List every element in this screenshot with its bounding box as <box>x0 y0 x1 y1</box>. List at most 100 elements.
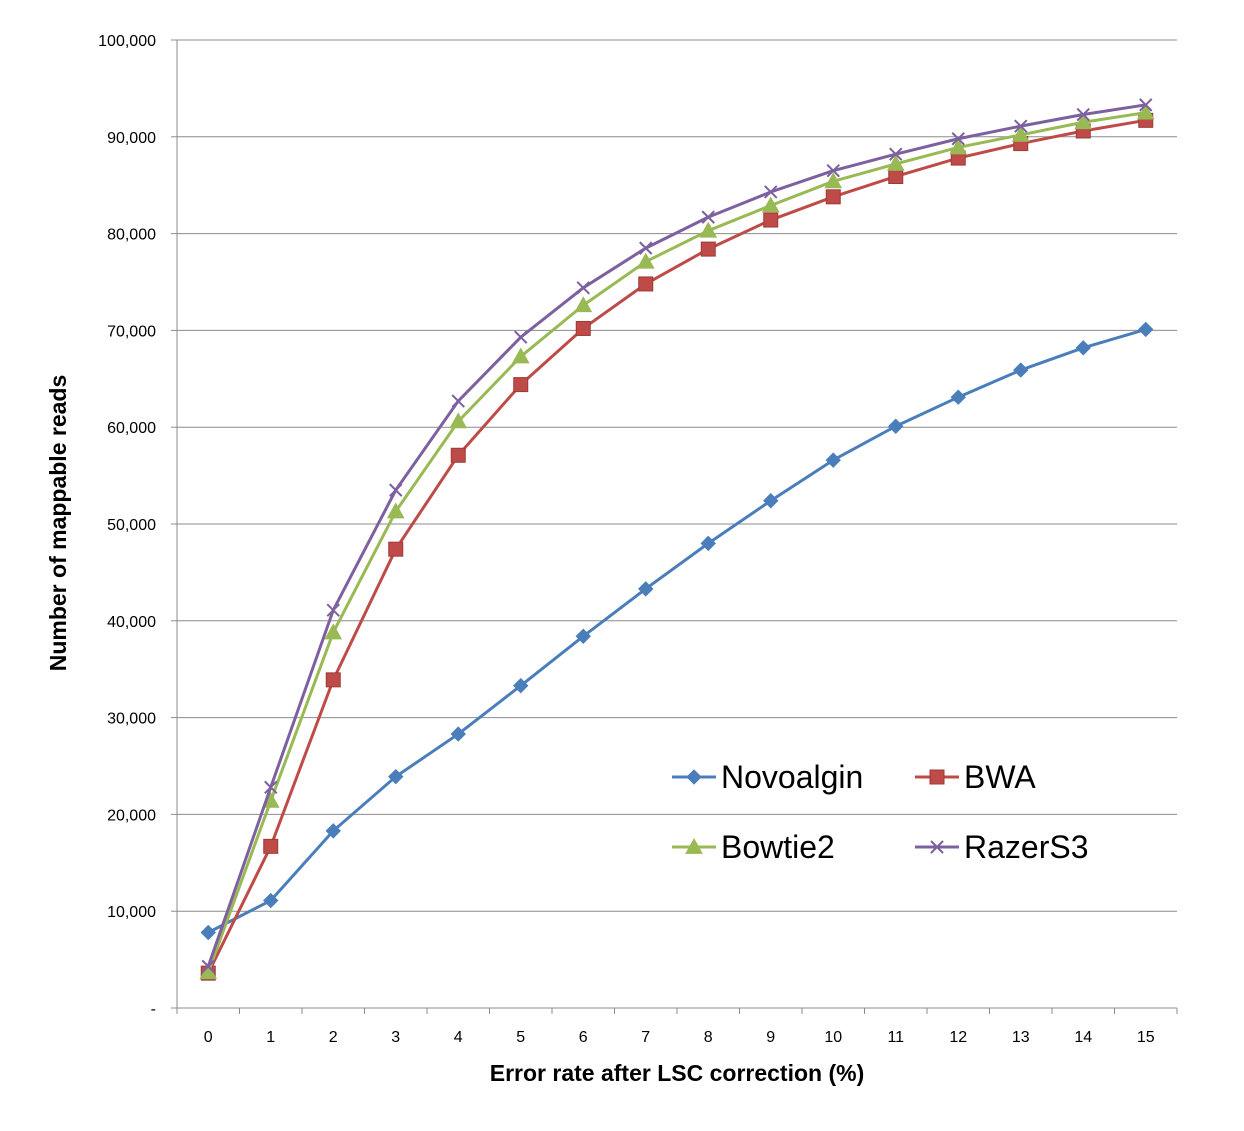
legend-swatch-marker <box>929 769 945 785</box>
legend-entry-bwa: BWA <box>915 759 1036 795</box>
x-tick-label: 14 <box>1074 1029 1092 1046</box>
data-point-razers3 <box>1139 98 1153 112</box>
legend-entry-bowtie2: Bowtie2 <box>672 829 835 865</box>
x-tick-label: 12 <box>949 1029 967 1046</box>
x-marker-stroke <box>451 394 465 408</box>
data-point-bowtie2 <box>1136 103 1155 120</box>
x-marker-stroke <box>389 483 403 497</box>
y-tick-label: 40,000 <box>107 614 156 631</box>
data-point-bwa <box>638 276 654 292</box>
data-point-razers3 <box>451 394 465 408</box>
data-point-bwa <box>575 320 591 336</box>
y-tick-label: 50,000 <box>107 517 156 534</box>
x-tick-label: 13 <box>1012 1029 1030 1046</box>
legend-label: Novoalgin <box>721 759 863 795</box>
data-point-novoalgin <box>200 924 216 941</box>
x-marker-stroke <box>701 210 715 224</box>
data-point-bwa <box>888 168 904 184</box>
x-marker-stroke <box>826 163 840 178</box>
data-point-novoalgin <box>1013 362 1029 378</box>
data-point-bwa <box>450 447 466 463</box>
y-tick-label: 20,000 <box>107 807 156 824</box>
x-marker-stroke <box>201 959 215 974</box>
data-point-novoalgin <box>888 418 904 434</box>
data-point-novoalgin <box>263 892 279 909</box>
data-point-novoalgin <box>950 389 966 405</box>
legend-label: BWA <box>964 759 1036 795</box>
x-tick-labels: 0 1 2 3 4 5 6 7 8 9 10 11 12 13 14 15 <box>204 1029 1155 1046</box>
legend-entry-novoalgin: Novoalgin <box>672 759 863 795</box>
y-tick-label: - <box>151 1001 156 1018</box>
series-line-razers3 <box>206 103 1146 967</box>
series-line-bowtie2 <box>206 111 1146 973</box>
x-tick-label: 3 <box>391 1029 400 1046</box>
x-tick-label: 11 <box>887 1029 904 1046</box>
data-point-razers3 <box>326 603 340 617</box>
data-point-razers3 <box>701 210 715 224</box>
data-point-razers3 <box>639 241 653 255</box>
series-line-bwa <box>206 118 1147 974</box>
x-tick-label: 5 <box>516 1029 525 1046</box>
data-point-novoalgin <box>700 535 716 552</box>
x-marker-stroke <box>1076 107 1090 122</box>
legend-swatch-marker <box>685 837 703 854</box>
data-point-bwa <box>263 838 279 854</box>
axes <box>171 39 1178 1014</box>
legend-label: Bowtie2 <box>721 829 835 865</box>
y-tick-label: 80,000 <box>107 227 156 244</box>
data-point-novoalgin <box>513 677 529 694</box>
x-tick-label: 2 <box>329 1029 338 1046</box>
data-point-bowtie2 <box>761 196 780 213</box>
legend-swatch-marker <box>686 769 702 785</box>
data-point-novoalgin <box>825 452 841 468</box>
x-marker-stroke <box>576 281 590 295</box>
x-axis-title: Error rate after LSC correction (%) <box>490 1060 864 1086</box>
data-point-bowtie2 <box>386 502 405 519</box>
data-point-bwa <box>513 377 529 393</box>
data-point-novoalgin <box>325 823 341 839</box>
gridlines <box>177 39 1177 912</box>
data-point-bowtie2 <box>449 412 468 429</box>
data-point-razers3 <box>514 330 528 344</box>
data-point-razers3 <box>951 132 965 146</box>
data-point-bwa <box>700 241 716 257</box>
data-point-novoalgin <box>1138 321 1154 338</box>
data-point-novoalgin <box>575 628 591 644</box>
x-tick-label: 4 <box>454 1029 463 1046</box>
series-line-novoalgin <box>207 327 1147 934</box>
data-point-novoalgin <box>1075 340 1091 356</box>
x-marker-stroke <box>639 241 653 255</box>
data-point-bwa <box>763 212 779 228</box>
data-point-razers3 <box>201 959 215 974</box>
data-point-bowtie2 <box>511 347 530 364</box>
data-point-bwa <box>325 672 341 688</box>
y-tick-labels: - 10,000 20,000 30,000 40,000 50,000 60,000 70,… <box>98 33 156 1018</box>
x-marker-stroke <box>514 330 528 344</box>
data-point-razers3 <box>889 147 903 161</box>
legend-label: RazerS3 <box>964 829 1089 865</box>
x-marker-stroke <box>326 603 340 617</box>
y-axis-title: Number of mappable reads <box>45 375 71 672</box>
x-tick-label: 6 <box>579 1029 588 1046</box>
y-tick-label: 100,000 <box>98 33 156 50</box>
x-tick-label: 9 <box>766 1029 775 1046</box>
series-razers3 <box>201 98 1153 974</box>
y-tick-label: 60,000 <box>107 420 156 437</box>
data-point-novoalgin <box>450 726 466 742</box>
y-tick-label: 70,000 <box>107 323 156 340</box>
data-point-bwa <box>388 541 404 557</box>
y-tick-label: 30,000 <box>107 711 156 728</box>
data-point-novoalgin <box>763 493 779 509</box>
y-tick-label: 90,000 <box>107 130 156 147</box>
data-point-razers3 <box>826 163 840 178</box>
x-marker-stroke <box>1139 98 1153 112</box>
data-point-bowtie2 <box>1011 125 1030 142</box>
data-point-bowtie2 <box>1074 113 1093 130</box>
data-point-bowtie2 <box>324 623 343 640</box>
data-point-bowtie2 <box>636 252 655 269</box>
data-point-bowtie2 <box>949 138 968 155</box>
x-marker-stroke <box>264 780 278 795</box>
series-novoalgin <box>200 321 1154 941</box>
legend-swatch-marker <box>930 840 944 854</box>
